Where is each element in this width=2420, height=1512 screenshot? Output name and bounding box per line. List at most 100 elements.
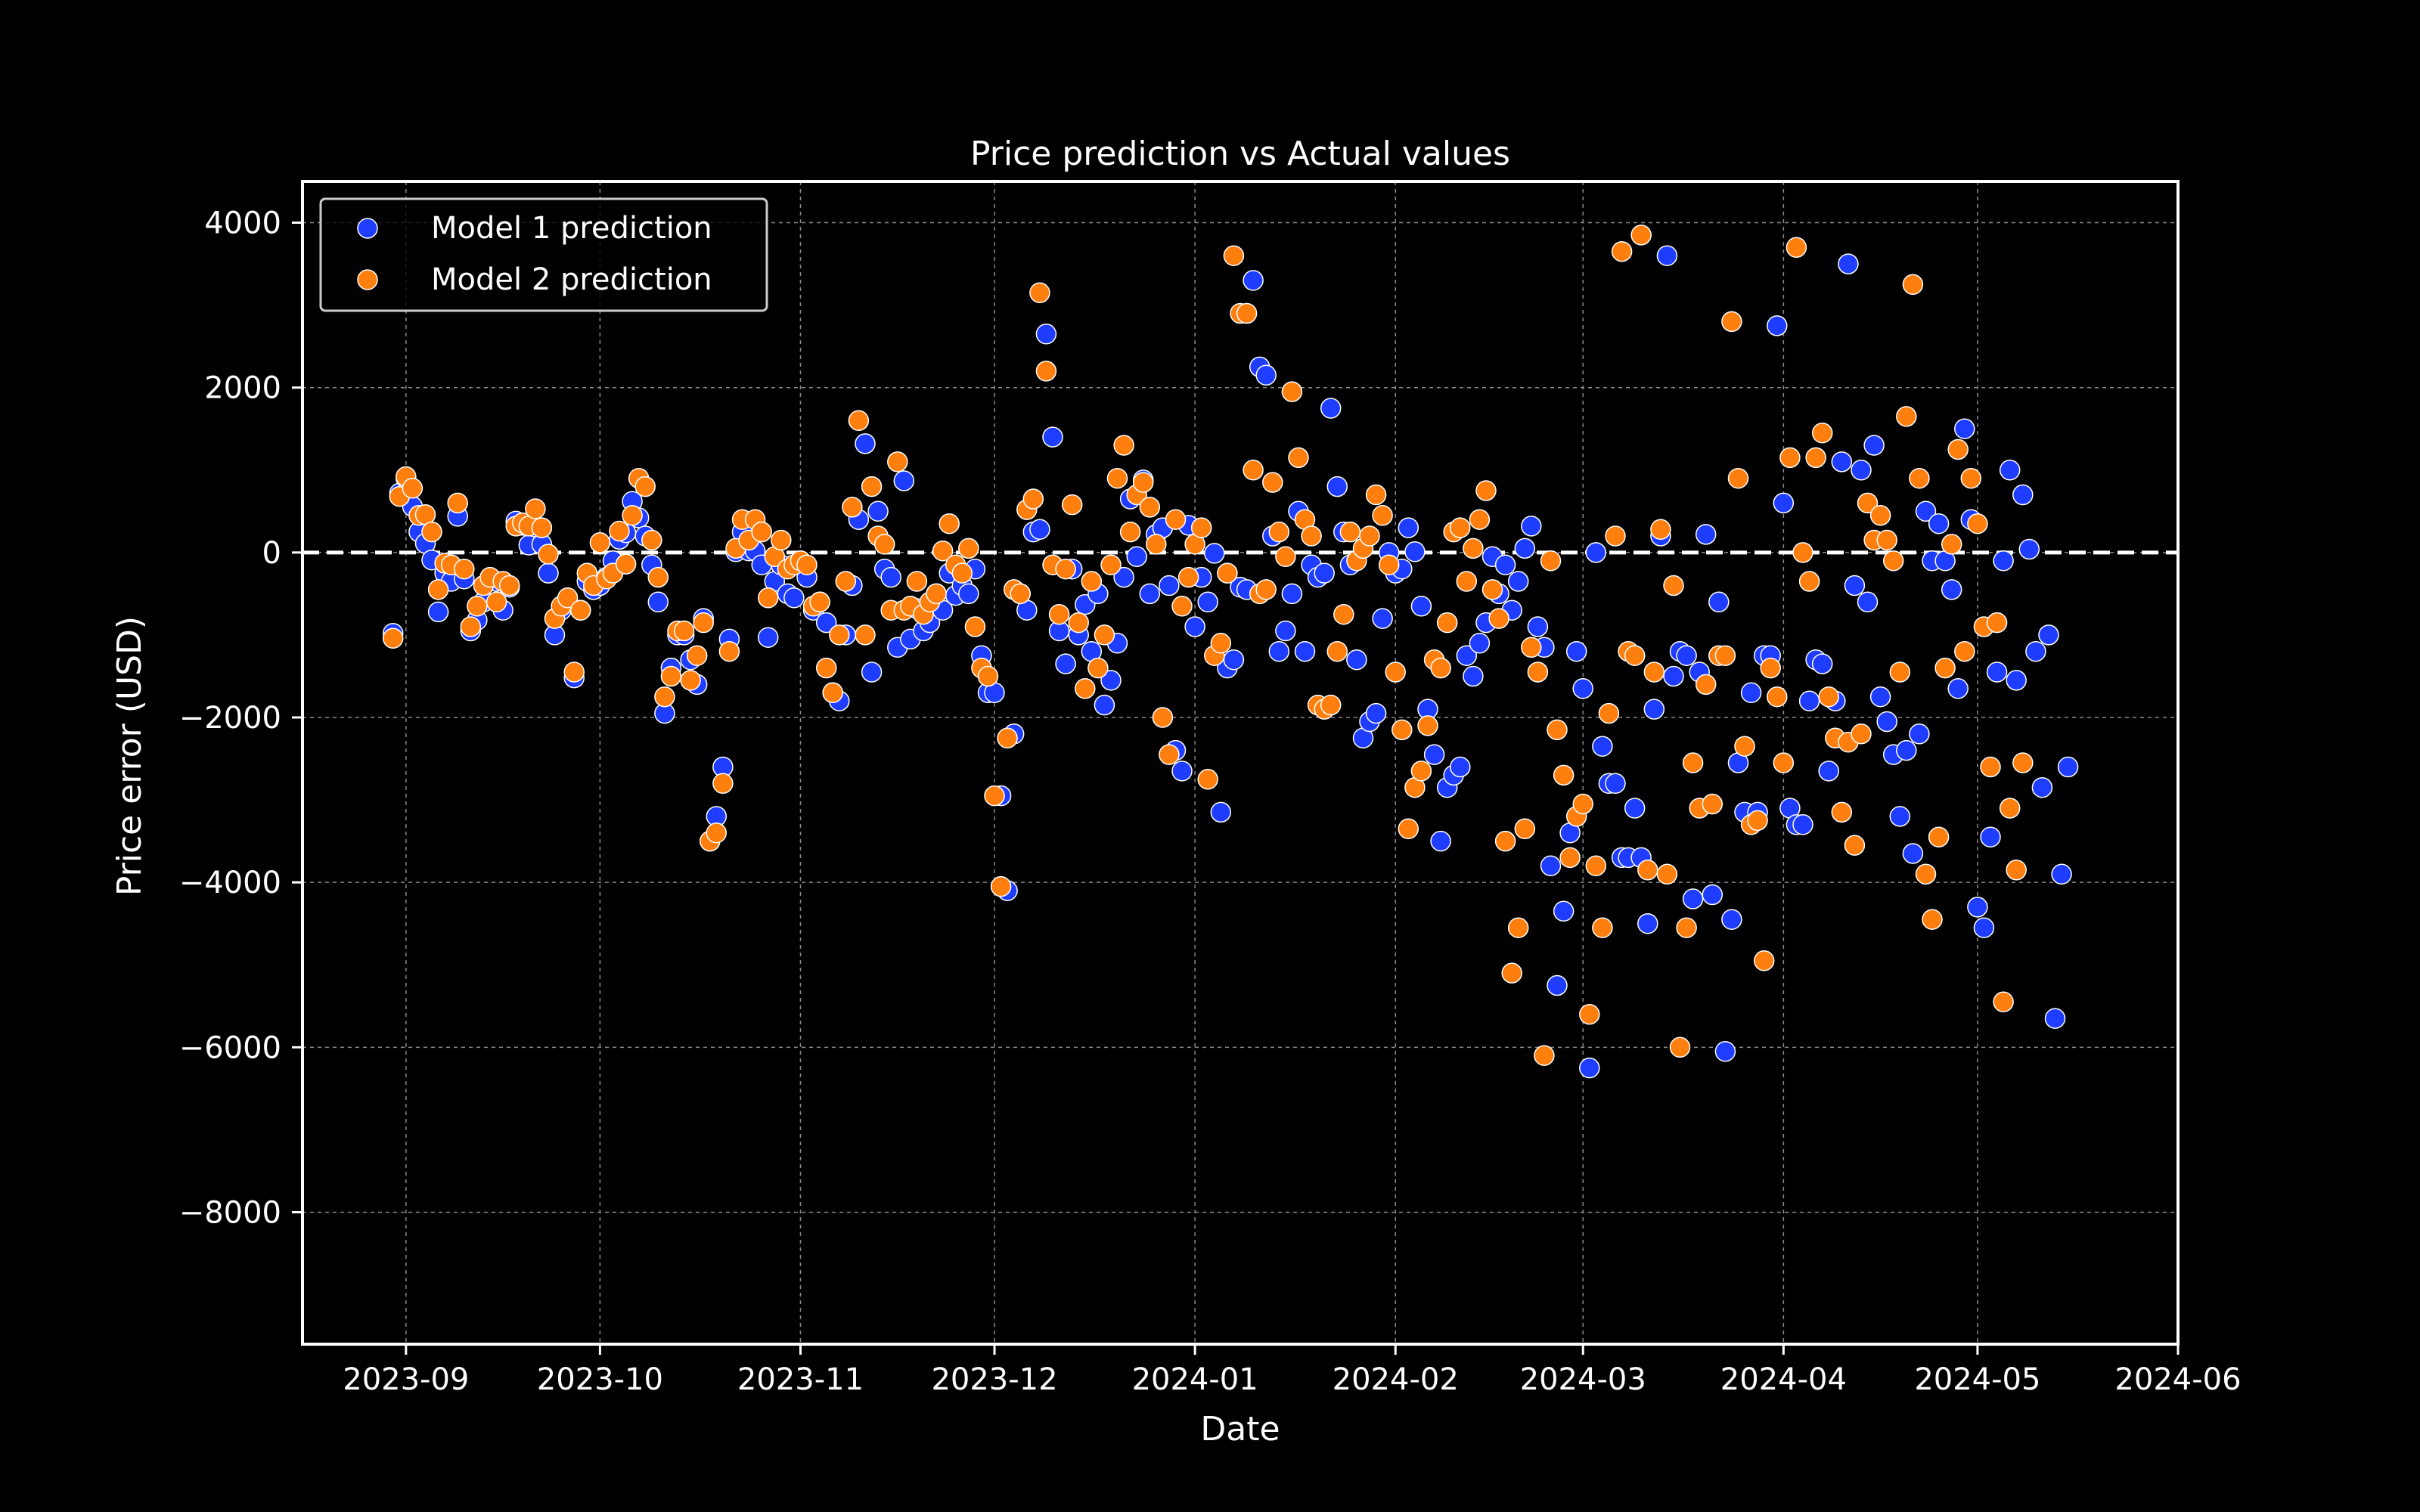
data-point-model-2 (1896, 406, 1917, 427)
data-point-model-2 (751, 521, 772, 543)
data-point-model-1 (1605, 773, 1626, 795)
data-point-model-2 (1488, 608, 1509, 629)
data-point-model-2 (589, 532, 611, 553)
data-point-model-1 (855, 433, 876, 454)
data-point-model-2 (706, 822, 728, 844)
data-point-model-1 (1346, 649, 1367, 671)
data-point-model-2 (1333, 603, 1354, 625)
data-point-model-2 (1301, 525, 1322, 547)
data-point-model-2 (997, 727, 1018, 749)
data-point-model-2 (1941, 534, 1962, 555)
data-point-model-1 (1507, 571, 1529, 592)
data-point-model-1 (1643, 699, 1665, 720)
y-axis-label: Price error (USD) (110, 616, 149, 896)
data-point-model-2 (1481, 579, 1503, 600)
data-point-model-2 (1534, 1045, 1555, 1066)
data-point-model-2 (1553, 764, 1575, 786)
data-point-model-2 (1507, 917, 1529, 938)
data-point-model-2 (615, 553, 637, 575)
data-point-model-2 (1075, 678, 1096, 699)
data-point-model-2 (1695, 674, 1717, 696)
data-point-model-1 (1320, 398, 1342, 419)
data-point-model-1 (1243, 270, 1264, 291)
data-point-model-1 (1876, 711, 1897, 733)
data-point-model-2 (1268, 521, 1290, 543)
data-point-model-2 (1986, 612, 2008, 634)
data-point-model-2 (1811, 422, 1833, 444)
data-point-model-1 (1798, 690, 1820, 711)
data-point-model-1 (1398, 517, 1419, 538)
data-point-model-2 (693, 612, 714, 634)
data-point-model-2 (1068, 612, 1089, 634)
data-point-model-2 (1359, 525, 1380, 547)
data-point-model-2 (531, 517, 553, 538)
data-point-model-2 (1061, 494, 1083, 516)
legend-label-model-2: Model 2 prediction (431, 262, 712, 297)
data-point-model-1 (1792, 814, 1813, 835)
data-point-model-2 (939, 513, 960, 534)
data-point-model-2 (1682, 752, 1704, 773)
chart-title: Price prediction vs Actual values (970, 135, 1510, 173)
x-tick-label: 2023-12 (931, 1362, 1057, 1397)
data-point-model-2 (1255, 579, 1277, 600)
data-point-model-1 (1767, 315, 1788, 336)
data-point-model-2 (1262, 472, 1283, 493)
data-point-model-1 (1314, 562, 1335, 584)
data-point-model-2 (1947, 438, 1969, 460)
data-point-model-2 (1624, 645, 1646, 666)
data-point-model-1 (1171, 761, 1193, 782)
data-point-model-2 (1410, 761, 1432, 782)
data-point-model-1 (1365, 702, 1387, 724)
data-point-model-2 (1721, 311, 1742, 333)
data-point-model-2 (467, 596, 488, 617)
data-point-model-2 (1818, 686, 1839, 708)
data-point-model-1 (1695, 524, 1717, 545)
x-tick-label: 2023-10 (537, 1362, 663, 1397)
data-point-model-1 (893, 470, 915, 491)
data-point-model-2 (1650, 519, 1671, 541)
data-point-model-2 (498, 575, 520, 596)
data-point-model-1 (1494, 554, 1516, 575)
data-point-model-2 (1456, 571, 1478, 592)
data-point-model-1 (1527, 616, 1549, 637)
y-tick-label: −8000 (179, 1195, 281, 1230)
x-tick-label: 2024-06 (2114, 1362, 2241, 1397)
data-point-model-1 (1579, 1057, 1600, 1079)
data-point-model-2 (1643, 662, 1665, 683)
data-point-model-2 (647, 566, 669, 588)
data-point-model-1 (1042, 426, 1063, 448)
data-point-model-2 (569, 600, 591, 621)
data-point-model-1 (867, 500, 889, 522)
data-point-model-2 (421, 521, 442, 543)
y-tick-label: 4000 (204, 206, 281, 241)
data-point-model-2 (1106, 467, 1128, 489)
data-point-model-2 (1320, 694, 1342, 716)
legend-marker-model-1 (357, 218, 378, 239)
data-point-model-2 (1521, 637, 1542, 658)
data-point-model-1 (1572, 678, 1593, 699)
data-point-model-2 (977, 665, 999, 687)
data-point-model-2 (1967, 513, 1988, 534)
data-point-model-1 (1100, 670, 1122, 691)
data-point-model-1 (1999, 460, 2021, 481)
data-point-model-2 (1029, 282, 1050, 304)
data-point-model-1 (1326, 476, 1348, 497)
data-point-model-2 (2006, 860, 2027, 881)
data-point-model-1 (1592, 736, 1613, 757)
legend-box (319, 197, 768, 312)
data-point-model-1 (1294, 640, 1316, 662)
data-point-model-1 (427, 601, 449, 623)
data-point-model-2 (1980, 756, 2001, 778)
data-point-model-2 (654, 686, 675, 708)
x-axis-label: Date (1200, 1410, 1280, 1448)
y-tick-label: −4000 (179, 866, 281, 900)
data-point-model-1 (2006, 670, 2027, 691)
data-point-model-1 (1656, 245, 1678, 266)
data-point-model-1 (1676, 645, 1697, 666)
data-point-model-1 (1463, 665, 1484, 687)
data-point-model-2 (1392, 719, 1413, 741)
data-point-model-2 (1669, 1036, 1691, 1058)
data-point-model-2 (1876, 529, 1897, 551)
data-point-model-2 (2012, 752, 2034, 773)
data-point-model-2 (1514, 818, 1536, 840)
